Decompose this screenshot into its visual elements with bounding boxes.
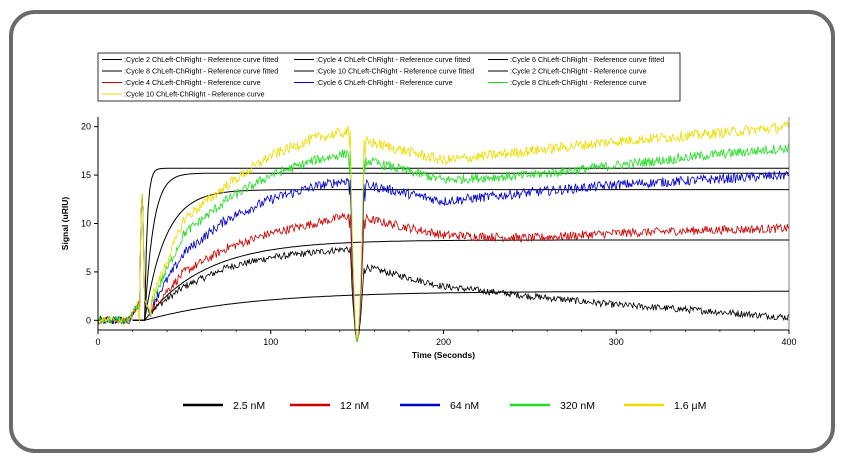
fit-curve-3 [132,189,789,321]
y-tick-label: 5 [86,267,91,277]
series-line-3 [97,170,790,342]
plot-layer: 0 100 200 300 400 0 5 10 15 20 Time (Seconds) Signa… [60,52,797,412]
x-tick-label: 0 [95,337,100,347]
x-tick-label: 200 [436,337,451,347]
top-legend-label: :Cycle 6 ChLeft-ChRight - Reference curv… [316,78,453,87]
y-tick-label: 10 [81,219,91,229]
bottom-legend-label: 12 nM [340,400,369,412]
top-legend-label: :Cycle 4 ChLeft-ChRight - Reference curv… [316,55,470,64]
fit-curve-4 [132,172,789,321]
x-axis-title: Time (Seconds) [412,350,475,360]
x-tick-label: 400 [781,337,796,347]
series-line-4 [97,143,790,343]
bottom-legend-label: 2.5 nM [233,400,265,412]
x-tick-label: 300 [609,337,624,347]
plot-area [98,117,789,330]
x-tick-label: 100 [263,337,278,347]
top-legend-box [97,52,681,102]
bottom-legend-label: 1.6 μM [674,400,706,412]
y-tick-label: 0 [86,315,91,325]
y-tick-label: 20 [81,122,91,132]
fit-curve-2 [132,239,789,321]
top-legend-label: :Cycle 10 ChLeft-ChRight - Reference cur… [316,67,474,76]
fit-curve-5 [132,167,789,321]
top-legend-label: :Cycle 4 ChLeft-ChRight - Reference curv… [124,78,261,87]
top-legend-label: :Cycle 8 ChLeft-ChRight - Reference curv… [510,78,647,87]
series-line-2 [97,194,790,342]
bottom-legend-label: 320 nM [560,400,595,412]
top-legend-label: :Cycle 2 ChLeft-ChRight - Reference curv… [124,55,278,64]
series-line-5 [97,121,790,340]
top-legend-label: :Cycle 6 ChLeft-ChRight - Reference curv… [510,55,664,64]
fit-curve-1 [132,290,789,321]
bottom-legend-label: 64 nM [450,400,479,412]
top-legend-label: :Cycle 8 ChLeft-ChRight - Reference curv… [124,67,278,76]
y-tick-label: 15 [81,170,91,180]
top-legend-label: :Cycle 2 ChLeft-ChRight - Reference curv… [510,67,647,76]
top-legend-label: :Cycle 10 ChLeft-ChRight - Reference cur… [124,90,265,99]
series-line-1 [97,194,790,339]
y-axis-title: Signal (uRIU) [60,197,70,251]
